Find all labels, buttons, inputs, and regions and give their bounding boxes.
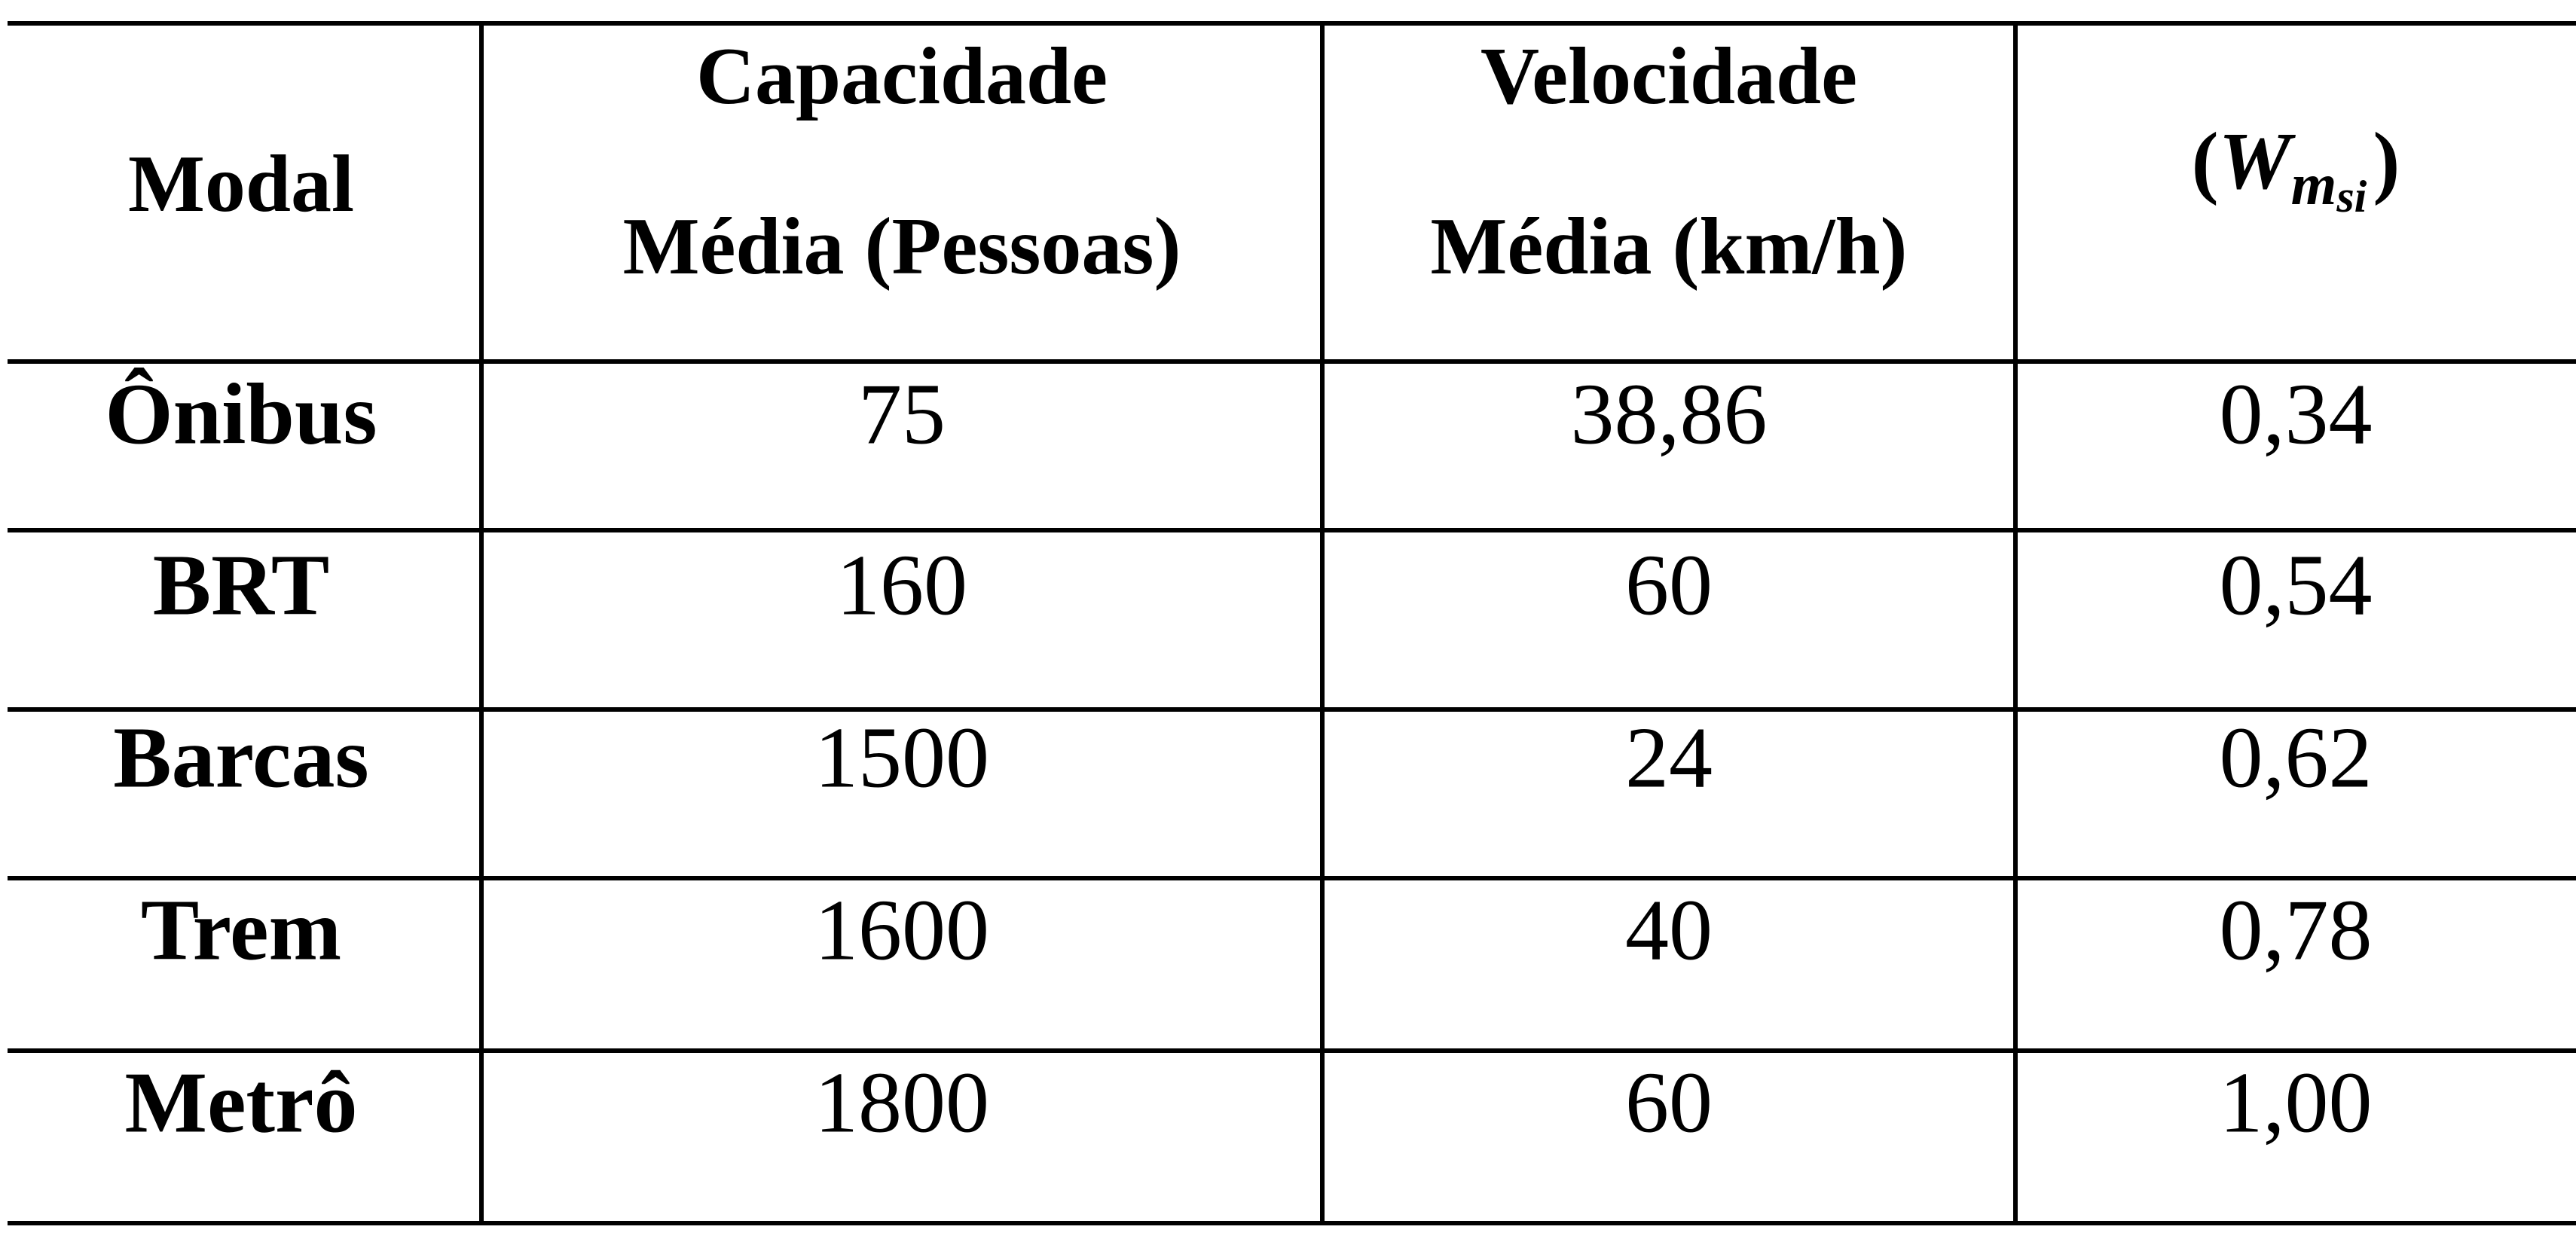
cell: 0,78 <box>2220 883 2373 979</box>
cell: 60 <box>1625 1055 1713 1152</box>
cell: 0,54 <box>2220 538 2373 634</box>
cell: 1500 <box>814 710 989 807</box>
cell: 1600 <box>814 883 989 979</box>
header-cell: Velocidade <box>1481 32 1857 121</box>
row-label: BRT <box>153 538 329 634</box>
header-cell: Capacidade <box>696 32 1108 121</box>
formula-close: ) <box>2373 117 2400 206</box>
cell: 75 <box>858 367 946 463</box>
cell: 24 <box>1625 710 1713 807</box>
cell: 1800 <box>814 1055 989 1152</box>
cell: 38,86 <box>1571 367 1768 463</box>
row-label: Trem <box>141 883 341 979</box>
formula-symbol: W <box>2219 117 2296 206</box>
cell: 0,34 <box>2220 367 2373 463</box>
formula-subscript: m <box>2291 151 2337 217</box>
row-label: Ônibus <box>105 367 377 463</box>
row-label: Barcas <box>113 710 368 807</box>
row-label: Metrô <box>124 1055 357 1152</box>
cell: 60 <box>1625 538 1713 634</box>
header-cell: Média (Pessoas) <box>623 202 1181 291</box>
header-cell: Média (km/h) <box>1431 202 1908 291</box>
cell: 1,00 <box>2220 1055 2373 1152</box>
header-cell: Modal <box>128 139 354 229</box>
cell: 40 <box>1625 883 1713 979</box>
cell: 160 <box>836 538 967 634</box>
formula-sub-subscript: si <box>2336 172 2367 221</box>
formula-open: ( <box>2192 117 2219 206</box>
cell: 0,62 <box>2220 710 2373 807</box>
rules <box>8 21 2576 1225</box>
header-formula: (Wmsi) <box>2192 117 2400 221</box>
